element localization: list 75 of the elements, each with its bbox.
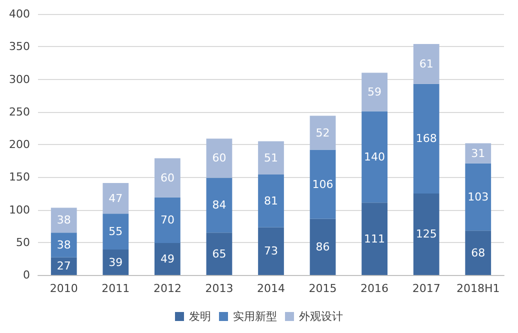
data-label: 59 <box>368 85 382 98</box>
data-label: 60 <box>212 152 226 165</box>
y-tick-label: 0 <box>23 268 30 282</box>
y-tick-label: 350 <box>9 40 30 54</box>
bar <box>102 214 129 250</box>
bar <box>206 178 232 233</box>
bar <box>362 72 388 112</box>
data-label: 31 <box>471 146 486 160</box>
bar <box>465 163 492 231</box>
data-label: 86 <box>316 240 330 254</box>
bar <box>413 84 440 194</box>
data-label: 27 <box>56 260 71 273</box>
data-label: 49 <box>160 252 174 266</box>
data-label: 38 <box>56 214 71 227</box>
data-label: 38 <box>56 238 71 252</box>
x-tick-label: 2018H1 <box>456 282 500 295</box>
data-label: 84 <box>212 198 226 212</box>
data-label: 55 <box>108 225 123 238</box>
y-tick-label: 300 <box>9 72 30 86</box>
x-tick-label: 2017 <box>412 282 440 295</box>
bar <box>413 44 440 84</box>
data-label: 106 <box>312 178 334 191</box>
bar <box>310 150 336 219</box>
legend-label: 发明 <box>189 310 211 323</box>
data-label: 168 <box>416 132 437 146</box>
legend-label: 外观设计 <box>299 310 343 323</box>
x-tick-label: 2011 <box>102 282 130 295</box>
bar <box>465 143 492 164</box>
data-label: 103 <box>468 190 489 204</box>
bar <box>50 257 77 275</box>
bar <box>154 158 180 198</box>
y-tick-label: 250 <box>9 105 30 118</box>
bar <box>413 193 440 275</box>
y-tick-label: 100 <box>9 203 30 216</box>
bar <box>102 183 129 214</box>
y-tick-label: 400 <box>9 8 30 20</box>
bar <box>465 230 492 275</box>
data-label: 81 <box>264 194 278 208</box>
data-label: 65 <box>212 247 226 260</box>
data-label: 73 <box>264 244 278 258</box>
bar <box>50 208 77 233</box>
x-tick-label: 2014 <box>257 282 285 295</box>
x-tick-label: 2013 <box>205 282 234 295</box>
data-label: 47 <box>108 192 123 205</box>
bar <box>362 202 388 275</box>
bar <box>50 232 77 258</box>
data-label: 70 <box>160 214 174 227</box>
x-tick-label: 2016 <box>360 282 389 295</box>
y-tick-label: 150 <box>9 170 30 184</box>
x-tick-label: 2012 <box>153 282 182 295</box>
bar <box>362 111 388 203</box>
bar <box>258 141 284 175</box>
bar <box>310 218 336 275</box>
bar <box>206 138 232 178</box>
data-label: 51 <box>264 151 278 164</box>
bar <box>258 227 284 275</box>
x-tick-label: 2015 <box>308 282 337 295</box>
y-tick-label: 200 <box>9 138 30 151</box>
data-label: 52 <box>316 126 330 140</box>
data-label: 61 <box>419 57 434 70</box>
x-tick-label: 2010 <box>50 282 78 295</box>
data-label: 60 <box>160 171 174 184</box>
bar <box>154 243 180 275</box>
y-tick-label: 50 <box>16 236 30 249</box>
bar <box>258 174 284 228</box>
data-label: 125 <box>416 228 437 241</box>
legend-label: 实用新型 <box>233 310 277 323</box>
bar <box>154 197 180 244</box>
bar <box>310 116 336 150</box>
data-label: 111 <box>364 232 386 246</box>
bar <box>102 250 129 275</box>
data-label: 68 <box>471 246 486 260</box>
bar <box>206 232 232 275</box>
data-label: 39 <box>108 256 123 269</box>
data-label: 140 <box>364 150 386 164</box>
